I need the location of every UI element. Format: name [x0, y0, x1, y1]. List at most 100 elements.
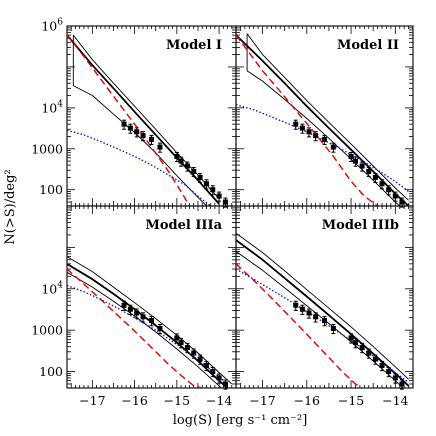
y-tick-label: 1000 — [31, 323, 63, 338]
y-tick-label: 100 — [39, 182, 63, 197]
data-point — [157, 325, 163, 331]
series-line-thin-black-lower — [246, 33, 401, 206]
data-point — [184, 163, 190, 169]
data-point — [386, 369, 392, 375]
data-point — [372, 174, 378, 180]
data-point — [210, 369, 216, 375]
x-tick-label: −14 — [206, 393, 232, 408]
data-point — [127, 125, 133, 131]
data-point — [348, 335, 354, 341]
data-point — [306, 310, 312, 316]
y-tick-label: 106 — [41, 18, 63, 34]
panel-model-i: Model I — [66, 25, 237, 208]
data-point — [178, 158, 184, 164]
panel-series — [67, 256, 233, 388]
panel-ticks — [236, 206, 414, 389]
series-line-dotted-blue — [236, 103, 410, 193]
series-line-solid-black — [236, 34, 410, 206]
data-point — [293, 302, 299, 308]
panel-model-iiia: Model IIIa — [66, 205, 237, 390]
data-point — [191, 350, 197, 356]
y-axis-label: N(>S)/deg² — [3, 169, 18, 244]
data-point — [366, 168, 372, 174]
x-axis-label: log(S) [erg s⁻¹ cm⁻²] — [173, 413, 308, 428]
data-point — [149, 318, 154, 324]
series-line-solid-black — [236, 239, 410, 387]
data-point — [392, 375, 398, 381]
series-line-dashed-red — [236, 34, 379, 206]
data-point — [210, 187, 216, 193]
data-point — [149, 136, 154, 142]
y-tick-label: 104 — [41, 280, 63, 296]
data-point — [366, 350, 372, 356]
data-point — [330, 144, 336, 150]
data-point — [222, 381, 228, 387]
y-tick-label: 104 — [41, 99, 63, 115]
data-point — [197, 174, 203, 180]
panel-title: Model I — [166, 38, 222, 53]
data-point — [174, 153, 180, 159]
observed-points — [293, 119, 405, 208]
data-point — [399, 381, 405, 387]
panel-title: Model IIIa — [145, 218, 222, 233]
data-point — [134, 129, 140, 135]
data-point — [222, 199, 228, 205]
series-line-dotted-blue — [67, 284, 228, 385]
panel-frame — [235, 205, 414, 389]
data-point — [313, 314, 319, 320]
y-tick-label: 100 — [39, 364, 63, 379]
panel-frame — [66, 205, 237, 389]
panel-frame — [66, 25, 237, 207]
panel-ticks — [67, 206, 237, 389]
data-point — [121, 121, 127, 127]
x-tick-label: −16 — [121, 393, 147, 408]
series-line-solid-black — [67, 263, 229, 388]
panel-model-iiib: Model IIIb — [235, 205, 414, 390]
data-point — [306, 129, 312, 135]
data-point — [140, 314, 146, 320]
data-point — [121, 302, 127, 308]
series-line-thin-black-upper — [72, 34, 220, 200]
data-point — [322, 318, 327, 324]
data-point — [191, 168, 197, 174]
data-point — [299, 306, 305, 312]
data-point — [392, 193, 398, 199]
panel-model-ii: Model II — [235, 25, 414, 208]
x-tick-label: −15 — [338, 393, 364, 408]
data-point — [379, 362, 385, 368]
series-line-dashed-red — [67, 34, 191, 206]
series-line-thin-black-upper — [236, 232, 409, 380]
data-point — [372, 356, 378, 362]
data-point — [379, 181, 385, 187]
series-line-dashed-red — [236, 263, 363, 388]
panel-ticks — [67, 26, 237, 207]
data-point — [134, 310, 140, 316]
data-point — [293, 121, 299, 127]
data-point — [399, 199, 405, 205]
panel-series — [236, 232, 410, 388]
data-point — [313, 133, 319, 139]
series-line-thin-black-upper — [246, 33, 409, 201]
x-tick-label: −14 — [382, 393, 408, 408]
x-tick-label: −15 — [164, 393, 190, 408]
data-point — [322, 136, 327, 142]
data-point — [203, 362, 209, 368]
series-line-dashed-red — [67, 268, 203, 388]
x-tick-label: −17 — [249, 393, 275, 408]
labels-layer: 100 1000 104 106 100 1000 104 −17 −16 −15 −14 −17 −1… — [3, 18, 409, 429]
data-point — [299, 125, 305, 131]
data-point — [157, 144, 163, 150]
data-point — [216, 375, 222, 381]
panel-ticks — [236, 26, 414, 207]
y-tick-label: 1000 — [31, 141, 63, 156]
data-point — [216, 193, 222, 199]
observed-points — [121, 119, 228, 208]
x-tick-label: −16 — [294, 393, 320, 408]
data-point — [203, 181, 209, 187]
data-point — [184, 345, 190, 351]
series-line-solid-black — [67, 34, 220, 205]
data-point — [174, 335, 180, 341]
x-tick-label: −17 — [79, 393, 105, 408]
series-line-thin-black-upper — [67, 256, 233, 385]
